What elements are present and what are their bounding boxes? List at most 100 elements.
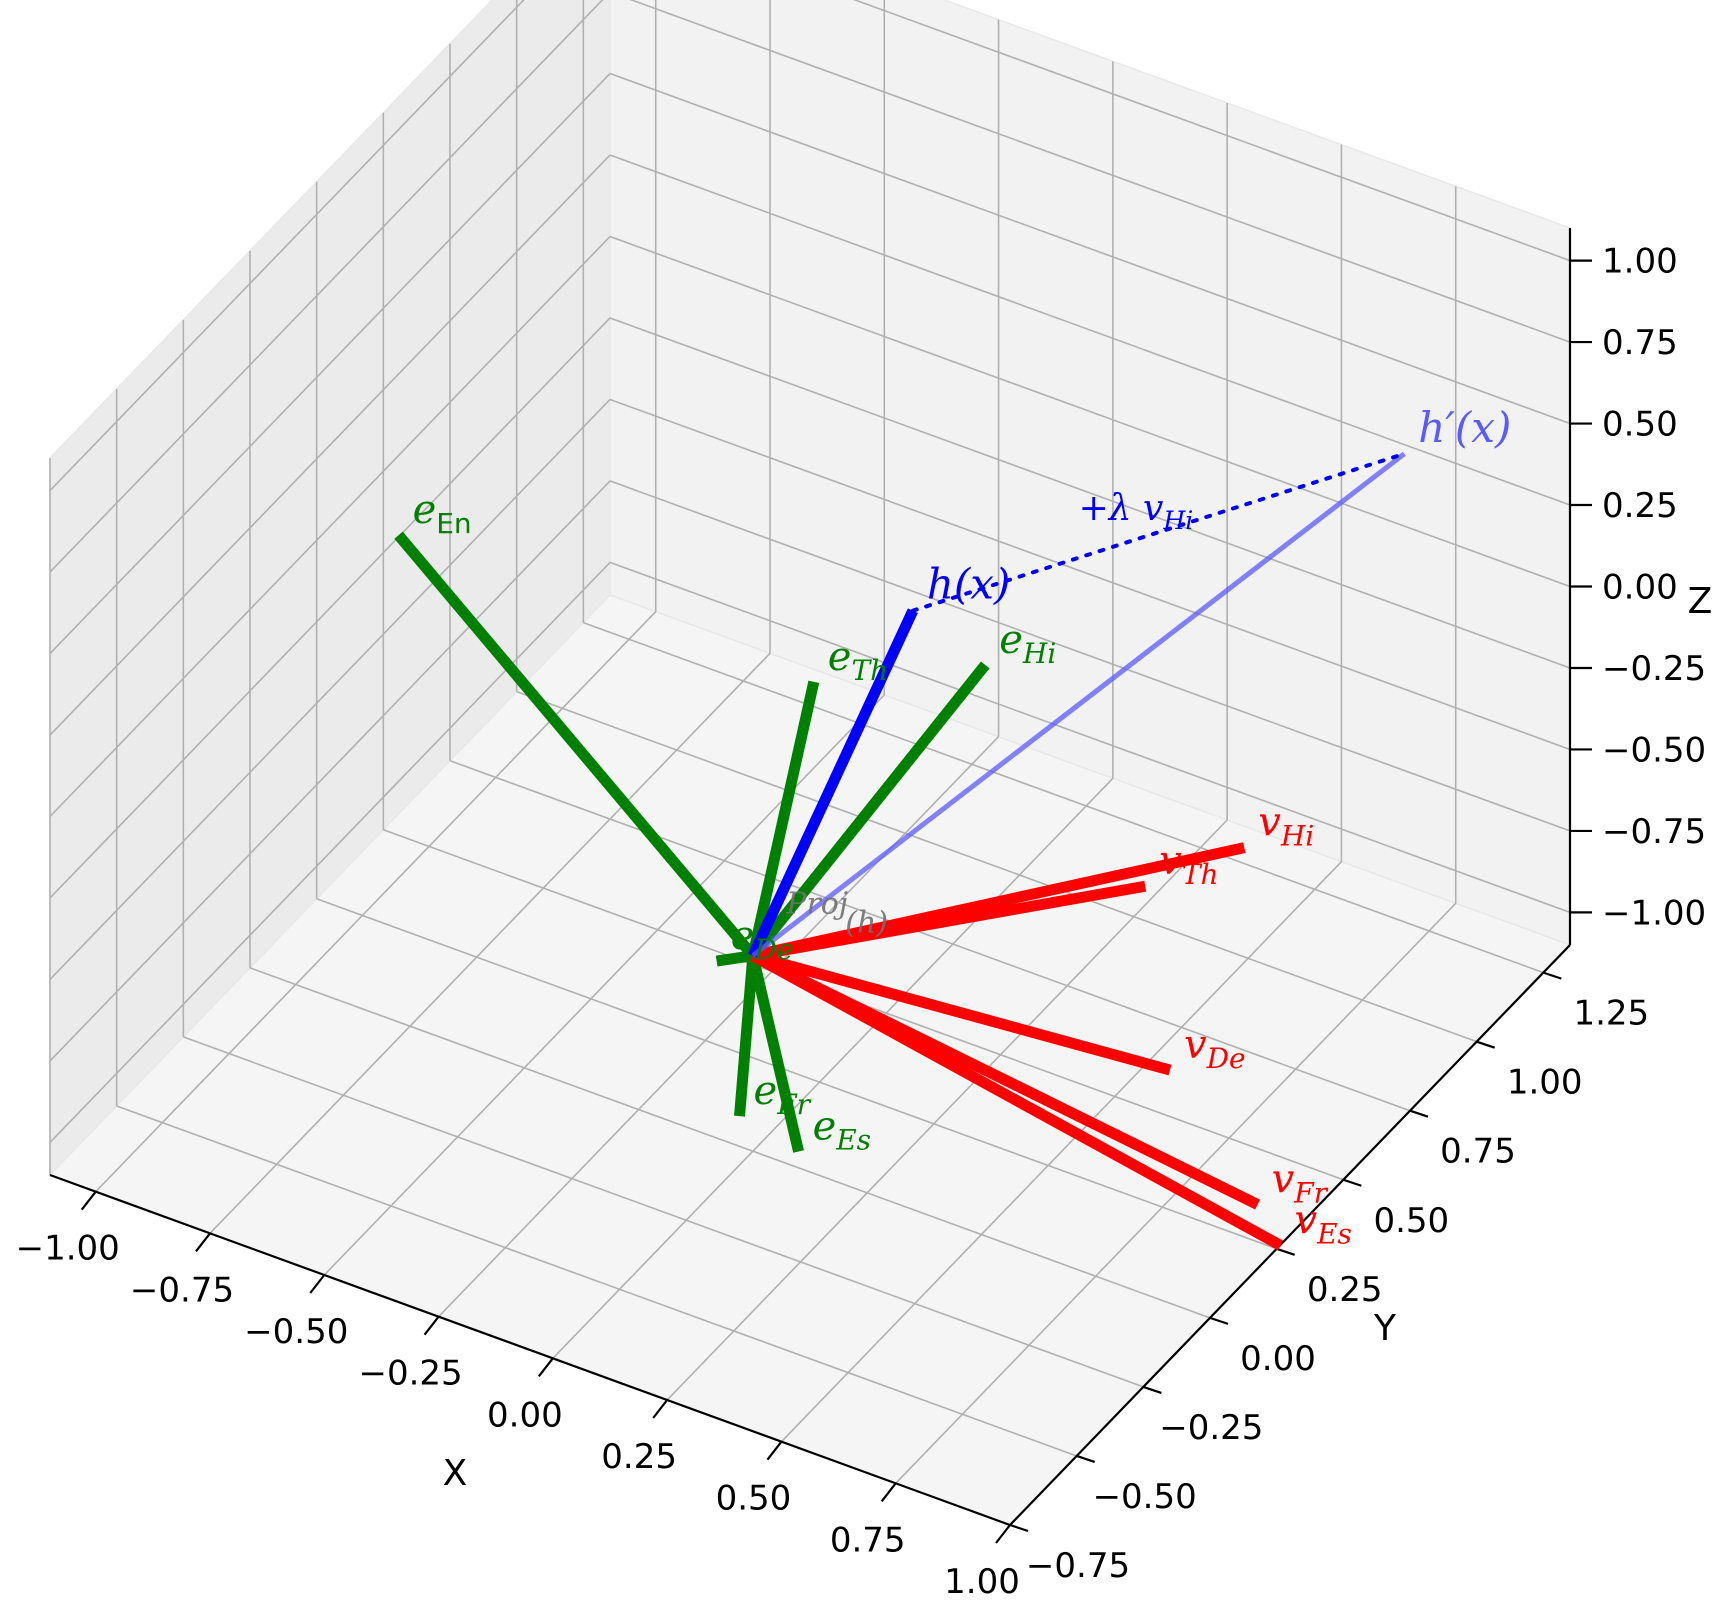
vector-label-symbol: e xyxy=(999,617,1023,663)
vector-label-symbol: e xyxy=(813,1104,837,1150)
vector-label-subscript: Fr xyxy=(1293,1177,1328,1210)
vector-label-subscript: De xyxy=(753,933,793,966)
steering-offset-subscript: Hi xyxy=(1162,506,1193,535)
vector-language_embedding xyxy=(747,954,804,1153)
x-tick-mark xyxy=(652,1399,669,1419)
x-tick-mark xyxy=(195,1232,211,1253)
vector-label: eHi xyxy=(999,617,1056,670)
x-tick-mark xyxy=(766,1440,783,1461)
vector-label-symbol: v xyxy=(1184,1022,1207,1068)
z-tick-label: −1.00 xyxy=(1602,893,1706,933)
vector-steering_vector xyxy=(751,880,1147,962)
vector-steering_vector xyxy=(750,950,1284,1251)
z-tick-label: 0.50 xyxy=(1602,405,1678,445)
vector-label-symbol: v xyxy=(1272,1157,1295,1203)
y-tick-mark xyxy=(1076,1454,1096,1463)
x-axis-label: X xyxy=(443,1453,468,1494)
vector-label-subscript: En xyxy=(436,507,471,540)
vector-label-symbol: v xyxy=(1294,1197,1317,1243)
y-tick-mark xyxy=(1476,1040,1496,1049)
grid-line-z-side xyxy=(49,154,611,736)
grid-line-y-floor xyxy=(583,621,1544,974)
vector-steered_state xyxy=(751,451,1406,958)
x-tick-label: −0.75 xyxy=(130,1270,234,1310)
vector-label: eEn xyxy=(413,487,472,540)
z-tick-label: 1.00 xyxy=(1602,242,1678,282)
grid-line-z-back xyxy=(609,398,1571,751)
vector-label-symbol: e xyxy=(828,634,852,680)
y-tick-label: 0.75 xyxy=(1440,1132,1516,1172)
y-tick-mark xyxy=(1209,1316,1229,1325)
y-tick-mark xyxy=(1276,1247,1296,1256)
x-tick-label: 0.50 xyxy=(716,1479,792,1519)
z-tick-label: 0.25 xyxy=(1602,486,1678,526)
vector-language_embedding xyxy=(747,680,820,957)
x-tick-mark xyxy=(880,1482,897,1503)
chart-axes: −1.00−0.75−0.50−0.250.000.250.500.751.00… xyxy=(16,228,1706,1602)
x-tick-label: 1.00 xyxy=(944,1562,1020,1602)
y-tick-label: −0.50 xyxy=(1093,1477,1197,1517)
y-tick-mark xyxy=(1542,971,1562,980)
y-axis-label: Y xyxy=(1373,1308,1397,1349)
x-tick-label: −0.25 xyxy=(358,1354,462,1394)
x-tick-label: −1.00 xyxy=(16,1229,120,1269)
x-tick-mark xyxy=(537,1357,554,1378)
vector-label-subscript: Th xyxy=(1182,858,1219,891)
vector-label: vEs xyxy=(1294,1197,1351,1250)
x-tick-mark xyxy=(80,1190,97,1211)
y-tick-label: −0.25 xyxy=(1159,1408,1263,1448)
grid-line-z-side xyxy=(49,0,525,492)
x-tick-mark xyxy=(423,1315,440,1336)
grid-line-z-side xyxy=(49,398,611,981)
vector-label: eDe xyxy=(731,913,794,966)
grid-line-y-floor xyxy=(316,898,1277,1250)
grid-line-z-back xyxy=(609,235,1571,588)
z-tick-label: −0.75 xyxy=(1602,812,1706,852)
vector-label-symbol: h′(x) xyxy=(1418,403,1511,452)
y-tick-mark xyxy=(1009,1523,1029,1533)
y-tick-mark xyxy=(1342,1178,1362,1187)
z-tick-label: 0.00 xyxy=(1602,568,1678,608)
grid-line-z-back xyxy=(609,154,1571,506)
projection-label: Proj xyxy=(785,887,848,922)
grid-line-z-back xyxy=(609,561,1571,914)
vector-label-subscript: De xyxy=(1206,1042,1246,1075)
vector-language_embedding xyxy=(748,661,990,960)
y-tick-label: 0.25 xyxy=(1307,1270,1383,1310)
grid-line-z-side xyxy=(49,235,611,818)
vector-label-subscript: Fr xyxy=(776,1088,811,1121)
x-tick-label: 0.00 xyxy=(487,1395,563,1435)
y-tick-label: −0.75 xyxy=(1026,1546,1130,1586)
vector-label-symbol: e xyxy=(731,913,755,959)
grid-line-y-floor xyxy=(449,759,1411,1112)
vector-label: vDe xyxy=(1184,1022,1246,1075)
grid-line-z-back xyxy=(609,317,1571,669)
vector-label-symbol: e xyxy=(754,1068,778,1114)
vector-steering_vector xyxy=(751,950,1172,1076)
z-tick-label: −0.50 xyxy=(1602,730,1706,770)
grid-line-y-floor xyxy=(183,1036,1144,1388)
vector-language_embedding xyxy=(734,955,759,1117)
x-tick-mark xyxy=(995,1524,1011,1544)
chart-vectors xyxy=(394,451,1407,1251)
vector-label: eFr xyxy=(754,1068,812,1121)
vector-label: vFr xyxy=(1272,1157,1329,1210)
steering-offset-label: +λ vHi xyxy=(1079,488,1194,535)
vector-label-subscript: Hi xyxy=(1022,637,1056,670)
grid-line-y-floor xyxy=(116,1105,1077,1457)
projection-label: (h) xyxy=(845,906,888,941)
z-axis-label: Z xyxy=(1688,581,1713,622)
grid-line-z-back xyxy=(609,480,1571,832)
grid-line-z-back xyxy=(629,0,1571,343)
vector-label-symbol: v xyxy=(1159,838,1182,884)
vector-label: vHi xyxy=(1258,800,1314,853)
vector-label-subscript: Th xyxy=(851,654,888,687)
z-tick-label: −0.25 xyxy=(1602,649,1706,689)
x-tick-label: 0.25 xyxy=(601,1437,677,1477)
grid-line-z-side xyxy=(49,317,611,899)
vector-language_embedding xyxy=(715,950,754,967)
steering-offset-line xyxy=(910,451,1407,613)
steering-offset-symbol: +λ v xyxy=(1079,488,1164,529)
vector-label-subscript: Es xyxy=(1316,1217,1352,1250)
